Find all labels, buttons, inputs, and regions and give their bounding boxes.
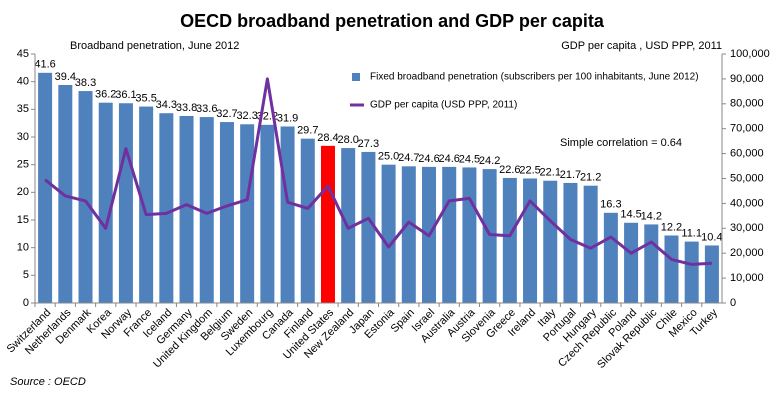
data-label: 10.4	[701, 231, 722, 243]
data-label: 24.2	[479, 155, 500, 167]
data-label: 29.7	[297, 125, 318, 137]
data-label: 32.7	[216, 108, 237, 120]
data-label: 12.2	[661, 221, 682, 233]
y-tick-label: 20	[17, 186, 29, 198]
legend-swatch	[352, 73, 360, 81]
bar	[139, 106, 154, 303]
y-tick-label: 15	[17, 214, 29, 226]
bar	[462, 167, 477, 303]
y2-tick-label: 20,000	[730, 247, 764, 259]
bar	[401, 166, 416, 303]
data-label: 24.7	[398, 152, 419, 164]
bar	[240, 124, 255, 303]
data-label: 28.0	[337, 134, 358, 146]
data-label: 27.3	[358, 138, 379, 150]
data-label: 34.3	[156, 99, 177, 111]
y-tick-label: 10	[17, 242, 29, 254]
bar	[664, 235, 679, 303]
bar	[704, 245, 719, 303]
data-label: 14.5	[620, 209, 641, 221]
y2-tick-label: 40,000	[730, 197, 764, 209]
bar	[280, 126, 295, 303]
y2-tick-label: 0	[730, 297, 736, 309]
data-label: 39.4	[55, 71, 76, 83]
data-label: 36.1	[115, 89, 136, 101]
bar	[563, 182, 578, 303]
bar	[78, 91, 93, 303]
bar	[38, 72, 53, 304]
bar	[260, 124, 275, 304]
y2-tick-label: 80,000	[730, 98, 764, 110]
bar	[361, 151, 376, 303]
y2-tick-label: 30,000	[730, 222, 764, 234]
data-label: 35.5	[135, 92, 156, 104]
y-tick-label: 45	[17, 48, 29, 60]
data-label: 28.4	[317, 132, 338, 144]
bar	[320, 145, 335, 303]
bar	[159, 113, 174, 303]
bar	[644, 224, 659, 303]
x-tick-label: Spain	[389, 307, 417, 335]
bar	[199, 117, 214, 303]
legend-label: GDP per capita (USD PPP, 2011)	[370, 100, 517, 111]
bar	[118, 103, 133, 303]
bar	[482, 169, 497, 303]
data-label: 14.2	[641, 210, 662, 222]
source: Source : OECD	[10, 376, 86, 388]
y-tick-label: 25	[17, 159, 29, 171]
data-label: 21.7	[560, 169, 581, 181]
y2-tick-label: 10,000	[730, 272, 764, 284]
y2-tick-label: 60,000	[730, 148, 764, 160]
data-label: 41.6	[34, 59, 55, 71]
data-label: 33.6	[196, 103, 217, 115]
chart-title: OECD broadband penetration and GDP per c…	[180, 11, 605, 31]
bar	[179, 115, 194, 304]
y2-axis-label: GDP per capita , USD PPP, 2011	[561, 40, 722, 52]
bar	[300, 138, 315, 303]
bar	[624, 222, 639, 303]
data-label: 24.6	[439, 153, 460, 165]
bar	[684, 241, 699, 303]
data-label: 33.8	[176, 102, 197, 114]
bar	[502, 177, 517, 303]
bar	[603, 212, 618, 303]
data-label: 32.3	[236, 110, 257, 122]
y-tick-label: 40	[17, 76, 29, 88]
line	[44, 77, 712, 266]
data-label: 24.6	[418, 153, 439, 165]
annotation: Simple correlation = 0.64	[560, 137, 682, 149]
data-label: 25.0	[378, 151, 399, 163]
data-label: 22.6	[499, 164, 520, 176]
data-label: 22.1	[540, 167, 561, 179]
bar	[442, 166, 457, 303]
data-label: 22.5	[519, 164, 540, 176]
y-tick-label: 5	[23, 269, 29, 281]
data-label: 16.3	[600, 199, 621, 211]
y-tick-label: 0	[23, 297, 29, 309]
data-label: 31.9	[277, 112, 298, 124]
y-tick-label: 30	[17, 131, 29, 143]
y-tick-label: 35	[17, 103, 29, 115]
bar	[381, 164, 396, 303]
y2-tick-label: 100,000	[730, 48, 770, 60]
y-axis-label: Broadband penetration, June 2012	[70, 40, 239, 52]
data-label: 21.2	[580, 172, 601, 184]
y2-tick-label: 90,000	[730, 73, 764, 85]
data-label: 36.2	[95, 89, 116, 101]
bar	[219, 122, 234, 303]
bar	[98, 102, 113, 304]
bar	[543, 180, 558, 303]
y2-tick-label: 50,000	[730, 172, 764, 184]
bar	[523, 178, 538, 303]
data-label: 24.5	[459, 153, 480, 165]
data-label: 38.3	[75, 77, 96, 89]
legend-label: Fixed broadband penetration (subscribers…	[370, 72, 699, 83]
bar	[583, 185, 598, 303]
data-label: 11.1	[681, 227, 702, 239]
y2-tick-label: 70,000	[730, 123, 764, 135]
